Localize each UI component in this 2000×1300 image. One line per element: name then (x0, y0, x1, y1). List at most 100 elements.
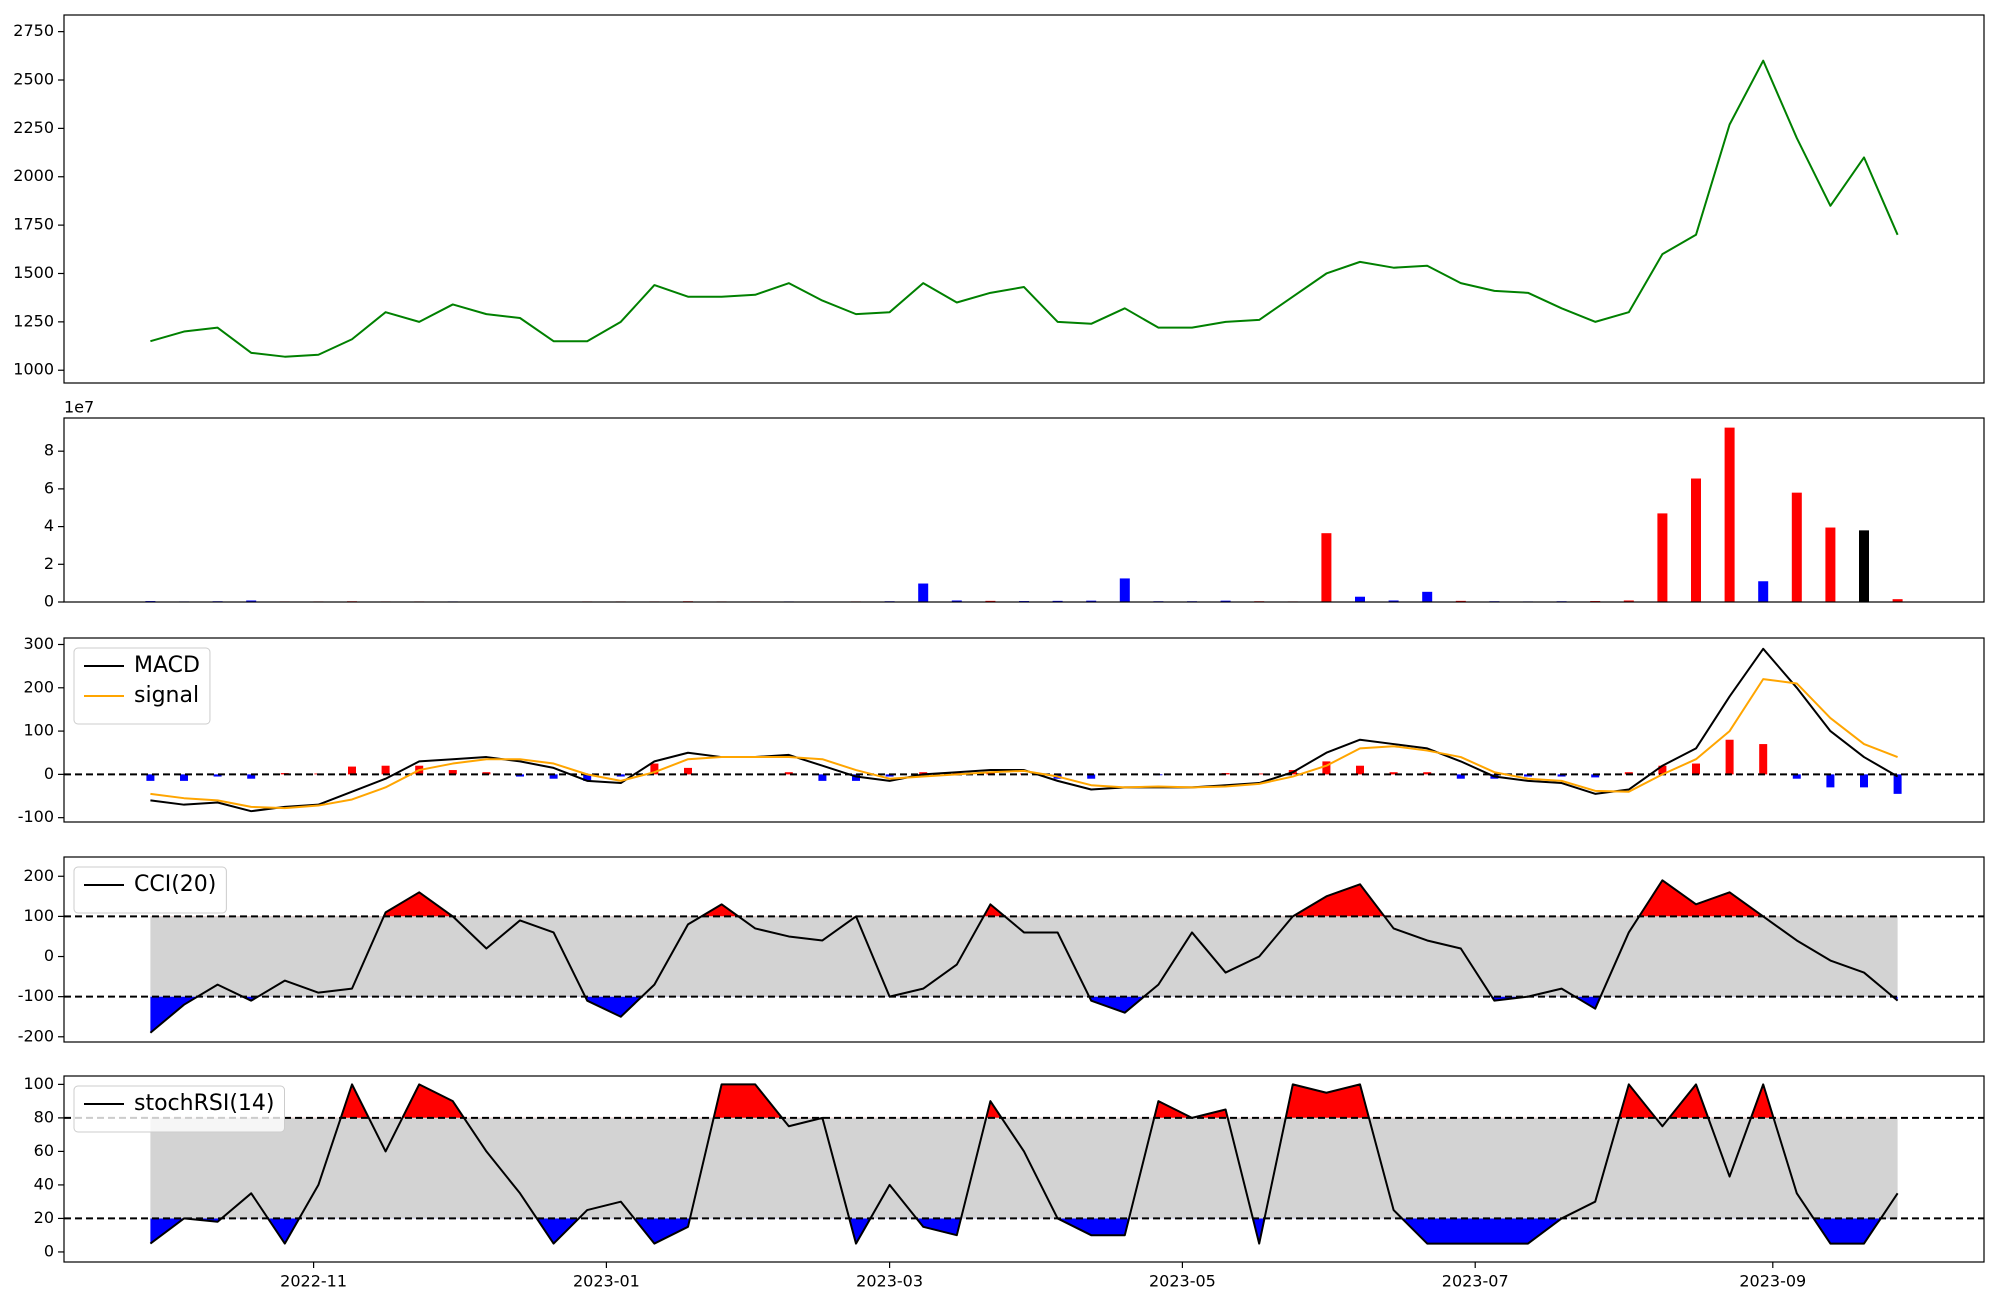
y-tick-label: 1250 (13, 311, 54, 330)
y-tick-label: 6 (44, 478, 54, 497)
histogram-bar (448, 770, 457, 775)
histogram-bar (1322, 761, 1331, 775)
y-tick-label: 8 (44, 441, 54, 460)
histogram-bar (583, 774, 592, 781)
histogram-bar (1456, 774, 1465, 779)
histogram-bar (213, 774, 222, 777)
volume-bar (1859, 530, 1869, 602)
y-tick-label: -200 (18, 1026, 54, 1045)
y-tick-label: -100 (18, 807, 54, 826)
histogram-bar (1356, 765, 1364, 775)
y-tick-label: 300 (23, 634, 54, 653)
histogram-bar (348, 766, 356, 775)
histogram-bar (482, 772, 491, 775)
legend-label: CCI(20) (134, 872, 216, 897)
histogram-bar (1826, 774, 1835, 788)
histogram-bar (549, 774, 558, 779)
legend-label: signal (134, 683, 199, 708)
y-tick-label: 0 (44, 592, 54, 611)
volume-bar (918, 583, 929, 602)
panel (145, 427, 1903, 602)
axis-offset-label: 1e7 (64, 398, 94, 417)
y-tick-label: 0 (44, 764, 54, 783)
y-tick-label: 1500 (13, 263, 54, 282)
histogram-bar (818, 774, 827, 781)
y-tick-label: 1750 (13, 215, 54, 234)
histogram-bar (1524, 774, 1532, 777)
volume-bar (1623, 600, 1634, 602)
y-tick-label: 2 (44, 554, 54, 573)
plot-frame (63, 417, 1985, 603)
volume-bar (1086, 600, 1097, 602)
y-tick-label: 2000 (13, 166, 54, 185)
legend-box (73, 1085, 285, 1133)
y-tick-label: 20 (34, 1208, 54, 1227)
histogram-bar (616, 774, 625, 777)
series-line (149, 1083, 1899, 1245)
oversold-fill (150, 1218, 1898, 1244)
x-tick-label: 2023-07 (1442, 1272, 1509, 1291)
volume-bar (1220, 600, 1231, 602)
histogram-bar (1893, 774, 1902, 794)
volume-bar (1758, 581, 1769, 602)
histogram-bar (852, 774, 860, 781)
volume-bar (951, 600, 962, 602)
legend: CCI(20) (73, 866, 227, 914)
y-tick-label: 100 (23, 1074, 54, 1093)
volume-bar (1724, 427, 1735, 602)
y-tick-label: 1000 (13, 360, 54, 379)
legend-label: stochRSI(14) (134, 1091, 275, 1116)
y-tick-label: 100 (23, 721, 54, 740)
volume-bar (1791, 492, 1802, 602)
histogram-bar (1658, 765, 1667, 775)
volume-bar (1691, 478, 1701, 602)
histogram-bar (146, 774, 155, 781)
histogram-bar (516, 774, 524, 777)
series-line (149, 879, 1899, 1034)
y-tick-label: 2750 (13, 21, 54, 40)
x-tick-label: 2023-01 (573, 1272, 640, 1291)
plot-frame (63, 14, 1985, 384)
histogram-bar (684, 767, 692, 775)
y-tick-label: 80 (34, 1107, 54, 1126)
neutral-band (150, 916, 1898, 997)
legend: stochRSI(14) (73, 1085, 285, 1133)
plot-frame (63, 637, 1985, 823)
histogram-bar (986, 772, 995, 775)
histogram-bar (1692, 763, 1700, 775)
volume-bar (1825, 527, 1836, 602)
series-line (150, 59, 1899, 358)
legend-box (73, 866, 227, 914)
legend: MACD signal (73, 647, 211, 725)
histogram-bar (1591, 774, 1600, 778)
panel (64, 1083, 1984, 1245)
neutral-band (150, 1117, 1898, 1219)
histogram-bar (1624, 772, 1633, 775)
volume-bar (1321, 533, 1332, 602)
panel (64, 647, 1984, 813)
y-tick-label: -100 (18, 986, 54, 1005)
histogram-bar (1725, 739, 1734, 775)
histogram-bar (1423, 772, 1432, 775)
y-tick-label: 0 (44, 946, 54, 965)
histogram-bar (1860, 774, 1868, 788)
volume-bar (1355, 596, 1365, 602)
histogram-bar (381, 765, 390, 775)
x-tick-label: 2022-11 (280, 1272, 347, 1291)
histogram-bar (1087, 774, 1096, 779)
y-tick-label: 60 (34, 1141, 54, 1160)
y-tick-label: 100 (23, 906, 54, 925)
x-tick-label: 2023-05 (1149, 1272, 1216, 1291)
histogram-bar (247, 774, 256, 779)
panel (64, 879, 1984, 1034)
y-tick-label: 4 (44, 516, 54, 535)
volume-bar (1892, 599, 1903, 602)
x-tick-label: 2023-03 (856, 1272, 923, 1291)
y-tick-label: 0 (44, 1241, 54, 1260)
y-tick-label: 40 (34, 1174, 54, 1193)
histogram-bar (784, 772, 793, 775)
plot-frame (63, 1075, 1985, 1263)
histogram-bar (650, 763, 659, 775)
legend-label: MACD (134, 653, 200, 678)
